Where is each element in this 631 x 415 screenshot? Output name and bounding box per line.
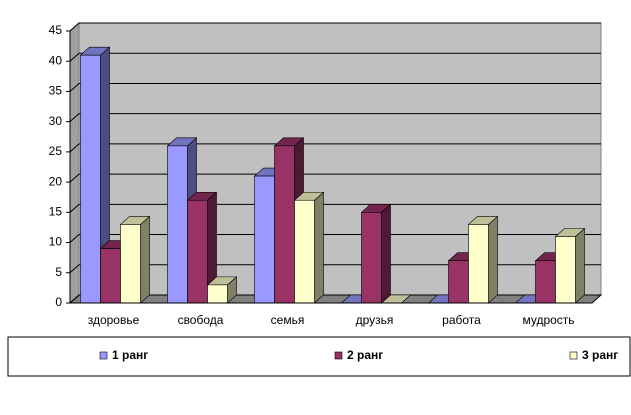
grid-line <box>69 22 601 32</box>
bar <box>555 236 576 304</box>
legend-box <box>7 336 631 377</box>
grid-line <box>69 264 601 274</box>
bar-side <box>488 215 498 304</box>
legend-swatch <box>334 351 343 360</box>
bar <box>120 224 141 304</box>
bar-side <box>575 227 585 304</box>
grid-line <box>69 294 601 304</box>
legend-swatch <box>99 351 108 360</box>
bar <box>361 212 382 304</box>
bar <box>100 248 121 304</box>
x-tick-label: друзья <box>356 313 394 327</box>
grid-line <box>69 234 601 243</box>
grid-line <box>69 52 601 62</box>
bar <box>254 175 275 304</box>
y-tick-label: 35 <box>49 84 63 98</box>
bar <box>468 224 489 304</box>
bar <box>187 199 208 304</box>
back-wall <box>78 22 602 296</box>
x-tick-label: здоровье <box>88 313 140 327</box>
y-tick-label: 30 <box>49 114 63 128</box>
bar <box>274 145 295 304</box>
grid-line <box>69 82 601 92</box>
grid-line <box>69 143 601 153</box>
bar-side <box>314 191 324 304</box>
bar <box>167 145 188 304</box>
bar <box>448 260 469 304</box>
y-tick-label: 0 <box>55 295 62 309</box>
x-tick-label: мудрость <box>522 313 574 327</box>
bar <box>80 54 101 304</box>
x-tick-label: работа <box>442 313 481 327</box>
grid-line <box>69 173 601 183</box>
bar-side <box>140 215 150 304</box>
bar <box>294 199 315 304</box>
x-tick-label: семья <box>271 313 305 327</box>
x-tick-label: свобода <box>178 313 224 327</box>
y-tick-label: 15 <box>49 205 63 219</box>
legend-label: 2 ранг <box>347 348 383 362</box>
y-tick-label: 45 <box>49 23 63 37</box>
y-tick-label: 5 <box>55 265 62 279</box>
y-tick-label: 10 <box>49 235 63 249</box>
legend-label: 1 ранг <box>112 348 148 362</box>
y-tick-label: 20 <box>49 174 63 188</box>
bar <box>535 260 556 304</box>
legend-swatch <box>569 351 578 360</box>
y-tick-label: 40 <box>49 53 63 67</box>
grid-line <box>69 113 601 123</box>
bar <box>207 284 228 304</box>
side-wall <box>69 21 80 305</box>
grid-line <box>69 203 601 213</box>
bar-side <box>381 203 391 304</box>
y-tick-label: 25 <box>49 144 63 158</box>
legend-label: 3 ранг <box>582 348 618 362</box>
